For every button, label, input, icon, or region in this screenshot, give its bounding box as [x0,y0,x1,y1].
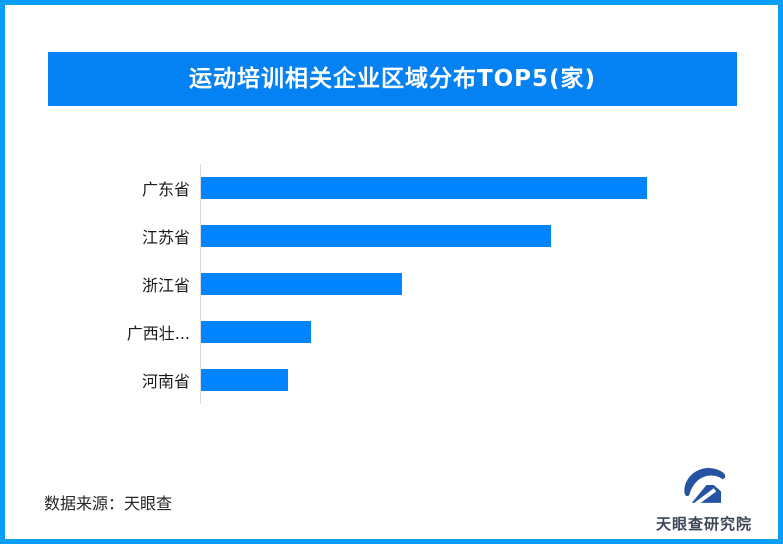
bar-广东省 [201,177,647,199]
bar-cell [200,356,750,404]
category-label: 浙江省 [141,276,190,295]
bar-row: 浙江省 [40,260,750,308]
bar-row: 广东省 [40,164,750,212]
tianyancha-logo-text: 天眼查研究院 [655,515,752,533]
chart-title: 运动培训相关企业区域分布TOP5(家) [48,52,737,106]
bar-江苏省 [201,225,551,247]
category-label: 河南省 [141,372,190,391]
bar-广西壮... [201,321,311,343]
bar-row: 江苏省 [40,212,750,260]
bar-cell [200,260,750,308]
bar-浙江省 [201,273,402,295]
bar-cell [200,308,750,356]
bar-河南省 [201,369,288,391]
bar-cell [200,212,750,260]
bar-cell [200,164,750,212]
category-label: 江苏省 [141,228,190,247]
tianyancha-eye-house-icon [678,462,730,512]
category-label: 广东省 [141,180,190,199]
bar-rows: 广东省江苏省浙江省广西壮... 河南省 [40,164,750,404]
tianyancha-logo: 天眼查研究院 [645,462,763,534]
bar-row: 河南省 [40,356,750,404]
bar-row: 广西壮... [40,308,750,356]
category-label: 广西壮... [126,324,190,343]
data-source-text: 数据来源：天眼查 [44,494,173,513]
bar-chart: 广东省江苏省浙江省广西壮... 河南省 [40,164,750,404]
